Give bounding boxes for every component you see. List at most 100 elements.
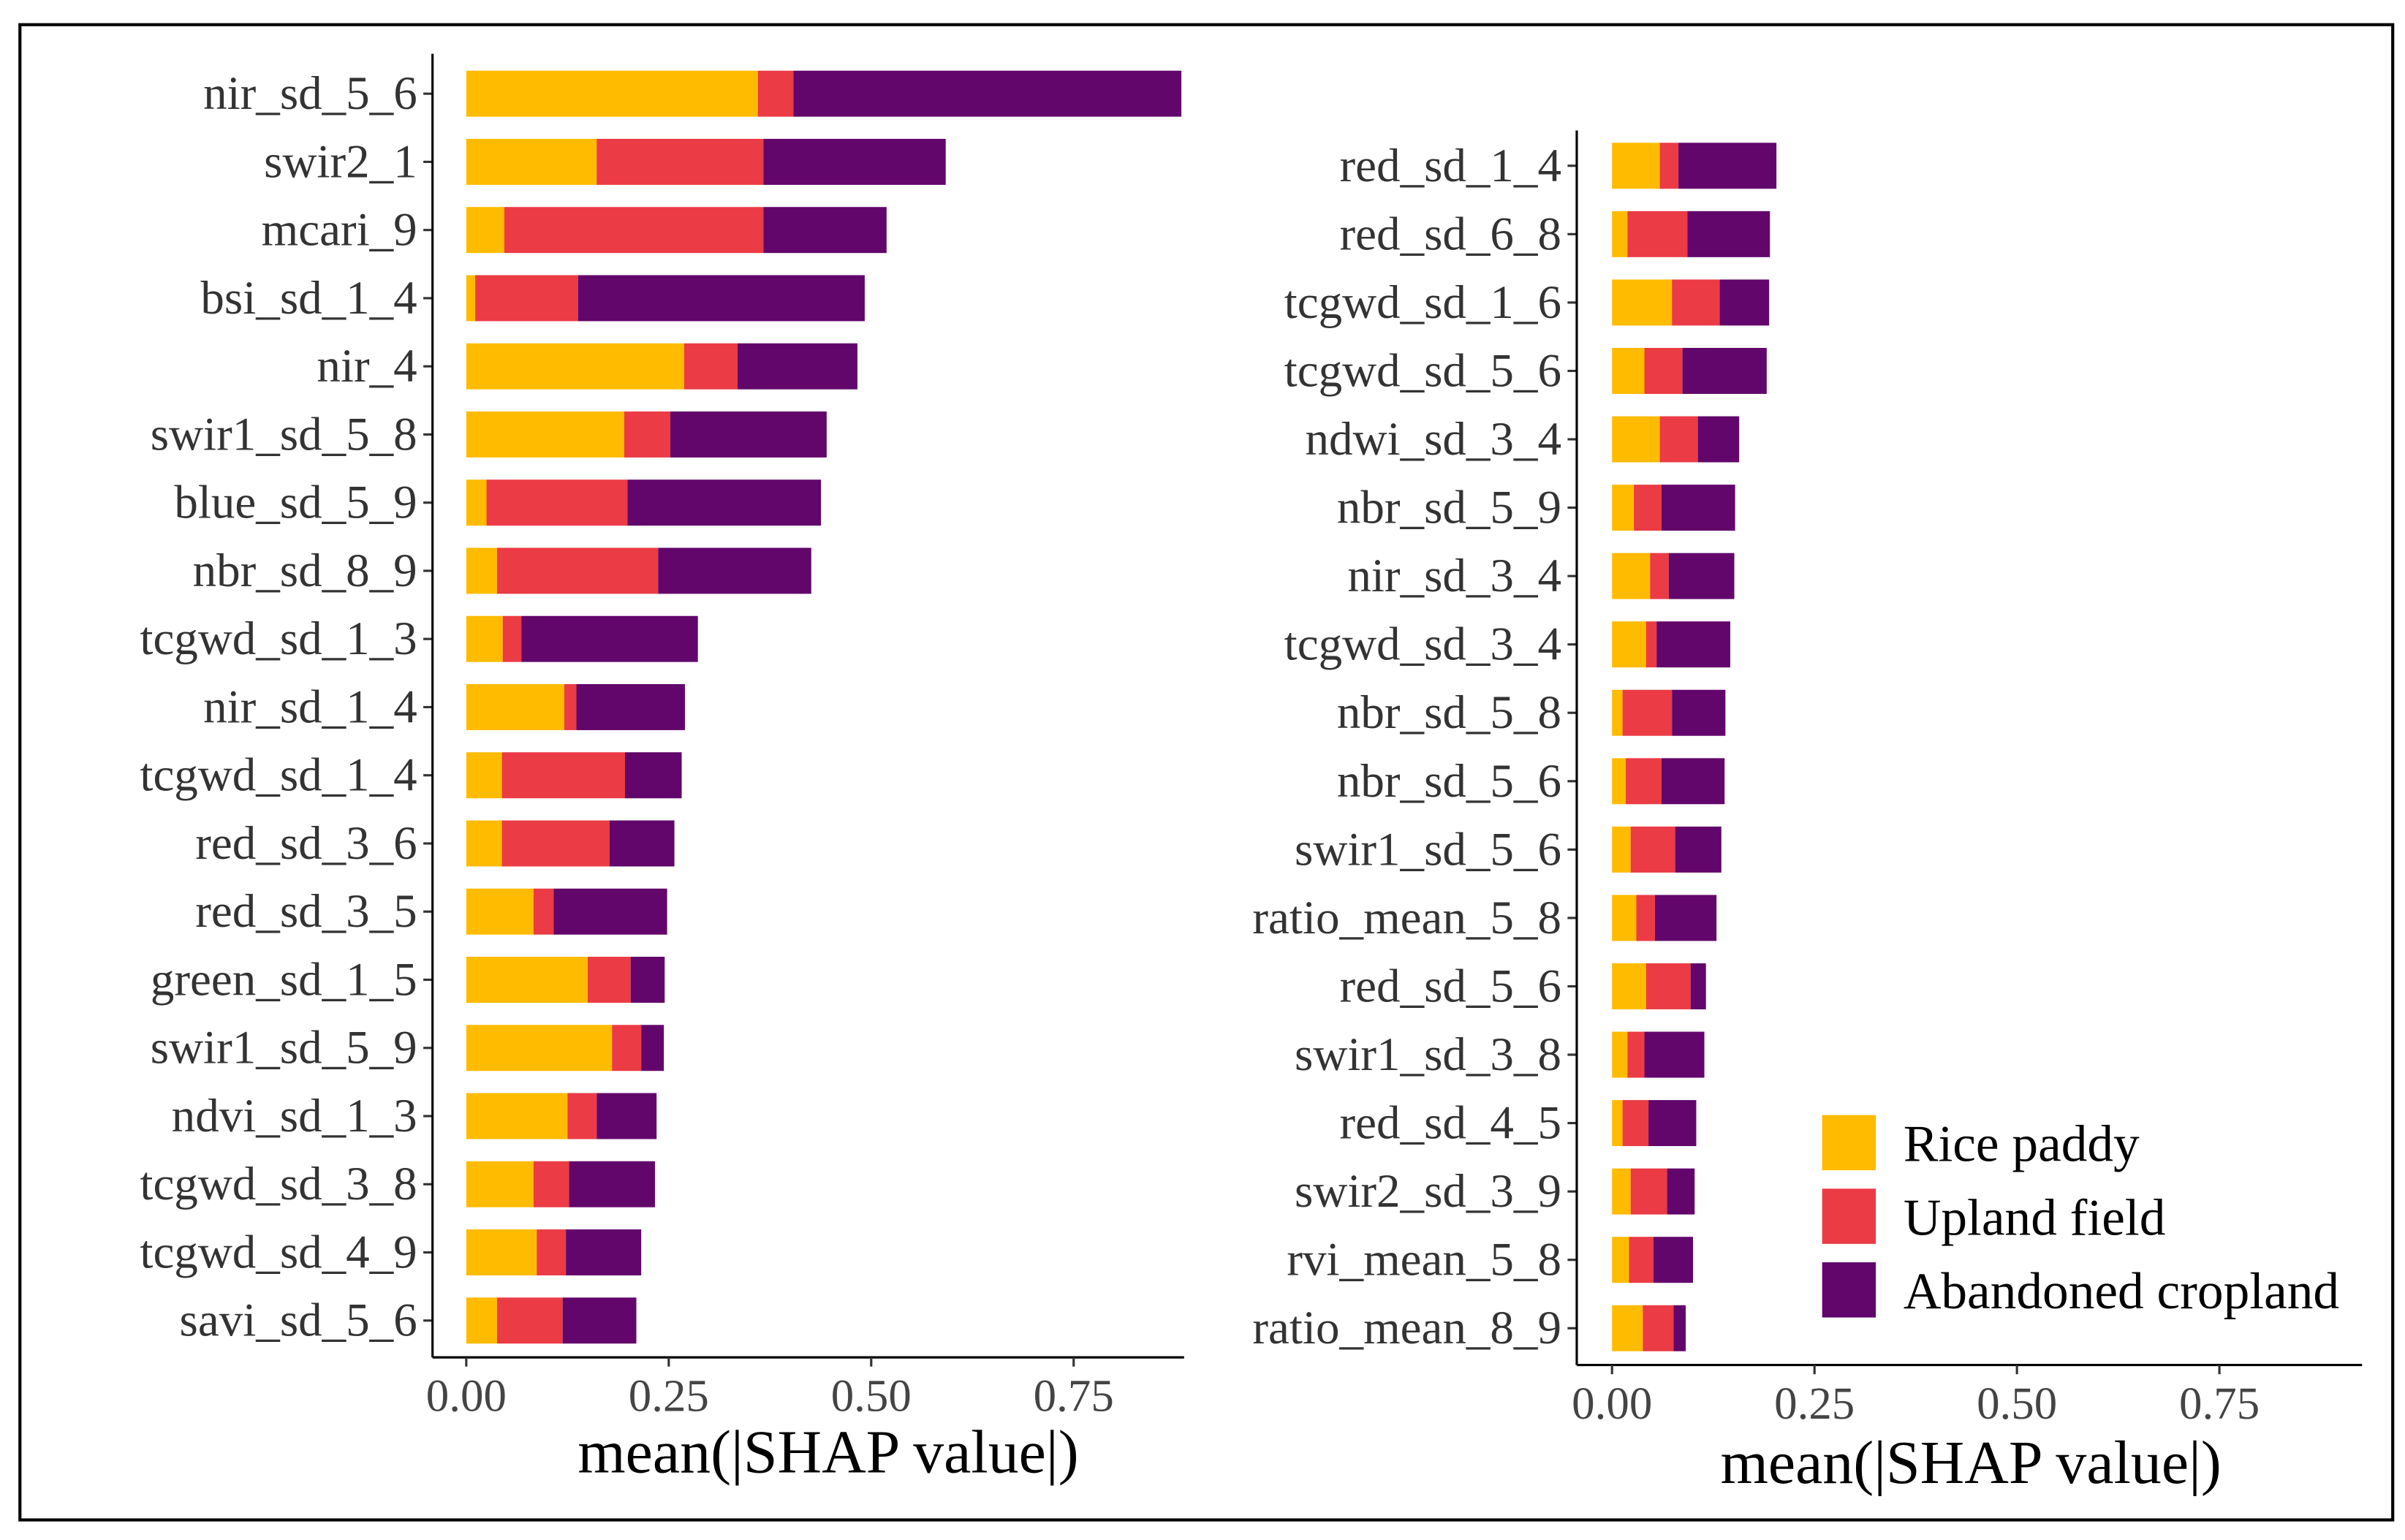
x-tick-label: 0.75: [1034, 1370, 1114, 1422]
category-label: swir1_sd_5_6: [1295, 823, 1561, 876]
bar-rice-paddy: [1612, 621, 1646, 668]
legend: Rice paddy Upland field Abandoned cropland: [1822, 1115, 2339, 1320]
category-label: red_sd_6_8: [1340, 208, 1561, 260]
category-label: tcgwd_sd_1_3: [140, 612, 417, 665]
category-label: swir1_sd_5_8: [151, 408, 417, 460]
bar-abandoned-cropland: [1667, 1168, 1695, 1215]
bar-upland-field: [1644, 347, 1683, 394]
bar-abandoned-cropland: [793, 70, 1182, 117]
category-label: nir_sd_3_4: [1347, 550, 1561, 602]
bar-abandoned-cropland: [1687, 210, 1770, 257]
bar-rice-paddy: [1612, 963, 1646, 1009]
bar-abandoned-cropland: [596, 1093, 657, 1139]
bar-upland-field: [596, 138, 764, 185]
bar-abandoned-cropland: [569, 1161, 655, 1207]
category-label: bsi_sd_1_4: [200, 272, 417, 325]
bar-upland-field: [1672, 279, 1720, 326]
category-label: swir1_sd_5_9: [151, 1022, 417, 1074]
bar-upland-field: [1643, 1305, 1674, 1351]
bar-upland-field: [1645, 621, 1657, 668]
legend-swatch: [1822, 1188, 1876, 1244]
bar-abandoned-cropland: [737, 343, 857, 390]
category-label: green_sd_1_5: [151, 953, 417, 1006]
bar-upland-field: [1626, 758, 1662, 805]
bar-rice-paddy: [1612, 1168, 1631, 1215]
category-label: nbr_sd_5_6: [1337, 755, 1561, 808]
x-tick-label: 0.00: [1572, 1378, 1652, 1429]
bar-upland-field: [1636, 895, 1655, 941]
bar-upland-field: [486, 479, 628, 526]
category-label: tcgwd_sd_5_6: [1284, 344, 1561, 397]
legend-label: Rice paddy: [1904, 1115, 2140, 1173]
bar-upland-field: [683, 343, 738, 390]
bar-rice-paddy: [466, 207, 504, 254]
bar-rice-paddy: [1612, 1305, 1643, 1351]
category-label: ratio_mean_8_9: [1252, 1302, 1561, 1354]
bar-rice-paddy: [1612, 895, 1637, 941]
bar-rice-paddy: [1612, 210, 1628, 257]
category-label: red_sd_3_6: [195, 817, 417, 870]
bar-upland-field: [1645, 963, 1691, 1009]
bar-upland-field: [537, 1229, 567, 1275]
bar-upland-field: [757, 70, 794, 117]
bar-abandoned-cropland: [1672, 689, 1726, 736]
bar-abandoned-cropland: [763, 207, 887, 254]
x-tick-label: 0.00: [426, 1370, 507, 1422]
bar-abandoned-cropland: [627, 479, 822, 526]
category-label: nir_4: [317, 340, 417, 392]
category-label: mcari_9: [262, 204, 417, 257]
category-label: ndvi_sd_1_3: [172, 1090, 417, 1142]
bar-abandoned-cropland: [1654, 895, 1717, 941]
bar-abandoned-cropland: [1661, 758, 1725, 805]
bar-upland-field: [1630, 1168, 1667, 1215]
category-label: red_sd_3_5: [195, 885, 417, 938]
category-label: nbr_sd_8_9: [193, 545, 417, 597]
bar-rice-paddy: [1612, 758, 1626, 805]
category-label: swir2_1: [264, 135, 417, 188]
right-panel: red_sd_1_4 red_sd_6_8 tcgwd_sd_1_6 tcgwd_sd…: [1252, 130, 2363, 1497]
bar-rice-paddy: [466, 479, 487, 526]
bar-abandoned-cropland: [1644, 1031, 1705, 1078]
bar-upland-field: [1634, 485, 1662, 531]
bar-rice-paddy: [466, 752, 502, 799]
category-label: nbr_sd_5_8: [1337, 686, 1561, 739]
category-label: ratio_mean_5_8: [1252, 892, 1561, 944]
bar-upland-field: [1659, 416, 1698, 463]
bar-abandoned-cropland: [553, 888, 667, 935]
bar-rice-paddy: [1612, 553, 1651, 599]
bar-upland-field: [1622, 689, 1673, 736]
category-label: nir_sd_5_6: [203, 67, 417, 120]
bar-rice-paddy: [466, 684, 564, 730]
bar-rice-paddy: [466, 1093, 568, 1139]
bar-upland-field: [1629, 1237, 1654, 1283]
bar-abandoned-cropland: [624, 752, 682, 799]
category-label: nbr_sd_5_9: [1337, 482, 1561, 534]
category-label: tcgwd_sd_1_6: [1284, 276, 1561, 329]
bar-rice-paddy: [466, 70, 758, 117]
bar-abandoned-cropland: [1648, 1100, 1697, 1147]
bar-rice-paddy: [466, 888, 534, 935]
category-label: swir2_sd_3_9: [1295, 1165, 1561, 1218]
bar-upland-field: [501, 820, 610, 867]
bar-rice-paddy: [1612, 416, 1660, 463]
bar-abandoned-cropland: [763, 138, 946, 185]
bar-abandoned-cropland: [566, 1229, 642, 1275]
x-axis-title: mean(|SHAP value|): [1721, 1429, 2222, 1497]
bar-abandoned-cropland: [1673, 1305, 1686, 1351]
bar-rice-paddy: [466, 275, 476, 322]
bar-rice-paddy: [466, 547, 497, 594]
bar-abandoned-cropland: [562, 1297, 637, 1344]
category-label: ndwi_sd_3_4: [1306, 413, 1561, 466]
bar-rice-paddy: [466, 1161, 534, 1207]
bar-rice-paddy: [466, 411, 624, 458]
bar-abandoned-cropland: [521, 615, 698, 662]
bar-rice-paddy: [1612, 689, 1623, 736]
bar-abandoned-cropland: [641, 1025, 664, 1071]
bar-rice-paddy: [466, 1025, 613, 1071]
category-label: tcgwd_sd_3_8: [140, 1158, 417, 1210]
bar-abandoned-cropland: [1682, 347, 1767, 394]
bar-rice-paddy: [1612, 826, 1631, 873]
bar-upland-field: [1659, 143, 1679, 189]
bar-rice-paddy: [466, 1297, 497, 1344]
